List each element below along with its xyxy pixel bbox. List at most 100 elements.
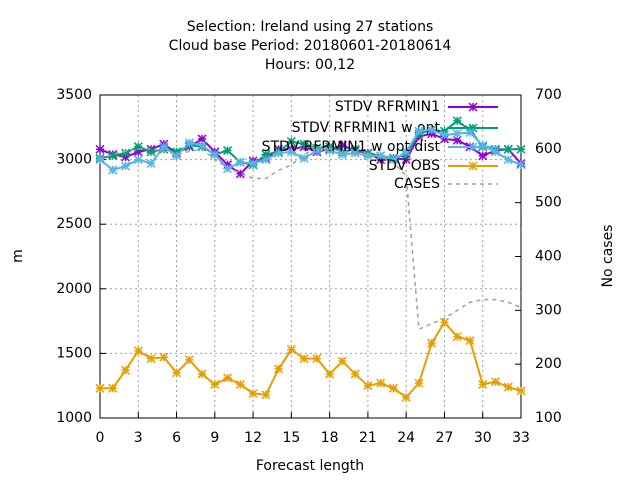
data-point <box>478 151 488 161</box>
data-point <box>337 356 347 366</box>
series-line <box>99 148 522 331</box>
data-point <box>452 332 462 342</box>
data-point <box>312 354 322 364</box>
data-point <box>363 151 373 161</box>
data-point <box>325 369 335 379</box>
data-point <box>490 377 501 387</box>
data-point <box>184 138 194 148</box>
y2-tick-label: 500 <box>535 195 562 211</box>
x-tick-label: 27 <box>436 430 454 446</box>
x-tick-label: 21 <box>359 430 377 446</box>
data-point <box>274 364 284 374</box>
chart-title: Selection: Ireland using 27 stations <box>187 19 434 35</box>
data-point <box>108 165 118 175</box>
data-point <box>427 338 437 348</box>
legend-label: CASES <box>394 176 440 192</box>
data-point <box>439 317 449 327</box>
x-tick-label: 30 <box>474 430 492 446</box>
data-point <box>261 155 271 165</box>
data-point <box>133 147 143 157</box>
y2-tick-label: 700 <box>535 87 562 103</box>
legend-marker <box>468 161 478 171</box>
data-point <box>401 147 411 157</box>
data-point <box>210 379 220 389</box>
legend-marker <box>468 102 478 112</box>
data-point <box>516 144 526 154</box>
x-tick-label: 9 <box>210 430 219 446</box>
y2-tick-label: 200 <box>535 356 562 372</box>
plot-frame <box>99 94 522 419</box>
legend-label: STDV RFRMIN1 <box>335 99 440 115</box>
data-point <box>286 344 296 355</box>
data-point <box>516 160 526 170</box>
y2-tick-label: 400 <box>535 249 562 265</box>
data-point <box>503 155 513 165</box>
data-point <box>235 379 245 389</box>
data-point <box>401 155 411 165</box>
data-point <box>95 383 105 393</box>
x-tick-label: 33 <box>512 430 530 446</box>
data-point <box>350 148 360 158</box>
data-point <box>159 142 169 152</box>
data-point <box>172 151 182 161</box>
data-point <box>414 378 424 388</box>
y-tick-label: 1500 <box>56 345 92 361</box>
data-point <box>299 153 309 163</box>
data-point <box>452 135 462 145</box>
data-point <box>133 142 143 152</box>
data-point <box>299 354 309 364</box>
series-line <box>99 128 522 172</box>
legend-label: STDV OBS <box>369 158 440 174</box>
data-point <box>439 130 449 140</box>
y2-tick-label: 600 <box>535 141 562 157</box>
data-point <box>465 127 475 137</box>
data-point <box>376 151 386 161</box>
data-point <box>337 149 347 159</box>
data-point <box>235 169 245 179</box>
data-point <box>325 146 335 156</box>
data-point <box>172 368 182 378</box>
data-point <box>452 116 462 126</box>
legend-label: STDV RFRMIN1 w opt dist <box>262 139 441 155</box>
y2-axis-label: No cases <box>600 225 616 288</box>
data-point <box>388 155 398 165</box>
data-point <box>223 164 233 174</box>
legend-marker <box>468 142 478 152</box>
data-point <box>274 148 284 158</box>
y-tick-label: 3000 <box>56 152 92 168</box>
data-point <box>478 379 488 389</box>
chart-title: Cloud base Period: 20180601-20180614 <box>169 38 452 54</box>
data-point <box>184 355 194 365</box>
data-point <box>108 383 118 393</box>
data-point <box>427 125 437 135</box>
x-tick-label: 6 <box>172 430 181 446</box>
data-point <box>197 369 207 379</box>
data-point <box>388 383 398 393</box>
data-point <box>120 148 131 158</box>
x-tick-label: 15 <box>282 430 300 446</box>
data-point <box>363 381 373 391</box>
data-point <box>350 369 360 379</box>
y-tick-label: 1000 <box>56 410 92 426</box>
x-tick-label: 0 <box>96 430 105 446</box>
data-point <box>414 126 424 136</box>
data-point <box>133 346 143 356</box>
series-line <box>99 132 522 176</box>
data-point <box>503 144 513 154</box>
data-point <box>120 161 131 171</box>
data-point <box>465 335 475 346</box>
data-point <box>286 147 296 157</box>
y-axis-label: m <box>10 249 26 263</box>
data-point <box>261 390 271 400</box>
data-point <box>286 136 296 147</box>
y2-tick-label: 100 <box>535 410 562 426</box>
y-tick-label: 2500 <box>56 216 92 232</box>
data-point <box>210 149 220 159</box>
y2-tick-label: 300 <box>535 302 562 318</box>
data-point <box>108 151 118 161</box>
y-tick-label: 3500 <box>56 87 92 103</box>
data-point <box>159 352 169 362</box>
x-tick-label: 12 <box>244 430 262 446</box>
legend-label: STDV RFRMIN1 w opt <box>292 120 441 136</box>
data-point <box>223 146 233 156</box>
